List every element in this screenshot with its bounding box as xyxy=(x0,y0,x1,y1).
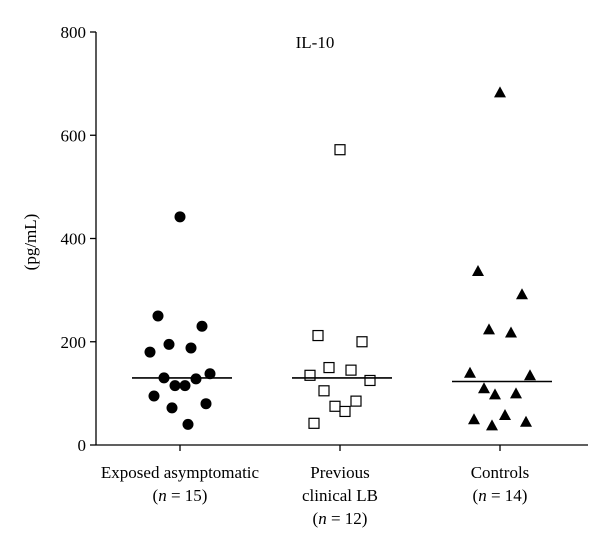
data-point-circle xyxy=(185,342,197,354)
data-point-circle xyxy=(169,380,181,392)
data-point-circle xyxy=(200,398,212,410)
y-axis-label: (pg/mL) xyxy=(21,214,40,271)
data-point-circle xyxy=(163,338,175,350)
data-point-circle xyxy=(179,380,191,392)
y-tick-label: 600 xyxy=(61,126,87,145)
series-group xyxy=(132,211,232,430)
data-point-square xyxy=(318,385,330,397)
axes: 0 200 400 600 800 xyxy=(61,23,588,455)
series-group xyxy=(292,144,392,429)
data-point-circle xyxy=(190,373,202,385)
data-point-triangle xyxy=(516,288,528,300)
data-point-square xyxy=(339,405,351,418)
data-point-triangle xyxy=(494,86,506,98)
data-point-triangle xyxy=(489,388,501,400)
data-point-square xyxy=(304,369,316,381)
data-point-triangle xyxy=(486,419,498,431)
data-point-circle xyxy=(152,310,164,322)
x-category-label: Exposed asymptomatic xyxy=(101,463,260,482)
data-point-triangle xyxy=(499,409,511,421)
data-point-triangle xyxy=(464,366,476,378)
data-point-square xyxy=(329,400,341,412)
y-tick-label: 800 xyxy=(61,23,87,42)
data-point-square xyxy=(323,361,335,374)
data-point-circle xyxy=(148,390,160,402)
x-category-label: Previous xyxy=(310,463,370,482)
x-category-label: (n = 14) xyxy=(473,486,528,505)
y-tick-label: 0 xyxy=(78,436,87,455)
data-point-circle xyxy=(166,402,178,414)
data-point-triangle xyxy=(478,382,490,394)
data-point-triangle xyxy=(472,265,484,277)
data-point-circle xyxy=(182,418,194,430)
data-point-circle xyxy=(204,368,216,380)
data-point-circle xyxy=(174,211,186,223)
data-point-triangle xyxy=(510,387,522,399)
y-tick-label: 400 xyxy=(61,230,87,249)
data-point-square xyxy=(364,374,376,387)
x-category-label: clinical LB xyxy=(302,486,378,505)
data-point-square xyxy=(334,144,346,156)
x-category-label: (n = 15) xyxy=(153,486,208,505)
x-category-label: (n = 12) xyxy=(313,509,368,528)
data-point-circle xyxy=(196,320,208,332)
data-point-triangle xyxy=(505,326,517,338)
data-point-triangle xyxy=(524,369,536,381)
data-point-square xyxy=(345,364,357,376)
data-point-triangle xyxy=(483,323,495,335)
data-point-triangle xyxy=(520,415,532,427)
data-point-square xyxy=(356,336,368,348)
data-point-square xyxy=(350,395,362,407)
x-category-label: Controls xyxy=(471,463,530,482)
data-marks xyxy=(132,86,552,431)
data-point-triangle xyxy=(468,413,480,425)
category-labels: Exposed asymptomatic (n = 15) Previous clin… xyxy=(101,463,529,528)
chart-title: IL-10 xyxy=(296,33,335,52)
series-group xyxy=(452,86,552,431)
data-point-square xyxy=(312,329,324,342)
data-point-square xyxy=(308,417,320,429)
y-tick-label: 200 xyxy=(61,333,87,352)
data-point-circle xyxy=(144,346,156,358)
